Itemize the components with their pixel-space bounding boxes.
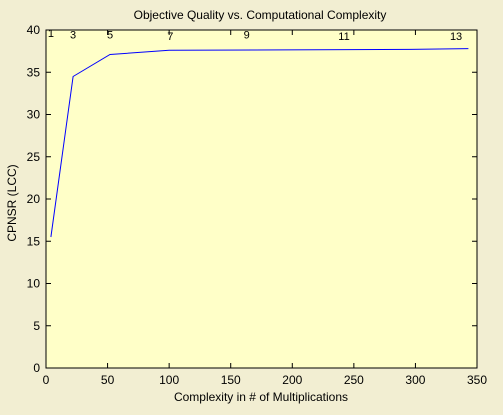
annotation-label: 9: [244, 29, 250, 41]
annotation-label: 7: [167, 31, 173, 43]
y-tick-label: 0: [33, 361, 40, 375]
plot-area: [46, 30, 477, 368]
y-axis-label: CPNSR (LCC): [5, 164, 19, 241]
x-tick-label: 250: [344, 373, 364, 387]
annotation-label: 1: [48, 28, 54, 40]
annotations: 1 3 5 7 9 11 13: [48, 28, 462, 43]
annotation-label: 3: [70, 29, 76, 41]
x-tick-label: 100: [159, 373, 179, 387]
y-tick-label: 40: [27, 23, 41, 37]
y-tick-label: 10: [27, 277, 41, 291]
x-tick-label: 50: [101, 373, 115, 387]
y-tick-label: 25: [27, 150, 41, 164]
x-tick-label: 200: [282, 373, 302, 387]
y-tick-label: 20: [27, 192, 41, 206]
series-lines: [50, 48, 469, 238]
annotation-label: 5: [107, 29, 113, 41]
y-tick-label: 35: [27, 65, 41, 79]
annotation-label: 11: [338, 31, 349, 43]
series-line: [50, 48, 469, 238]
y-tick-label: 30: [27, 108, 41, 122]
y-tick-label: 5: [33, 319, 40, 333]
y-tick-label: 15: [27, 234, 41, 248]
x-tick-label: 150: [221, 373, 241, 387]
x-tick-label: 300: [405, 373, 425, 387]
x-tick-label: 350: [467, 373, 487, 387]
x-axis-label: Complexity in # of Multiplications: [174, 390, 348, 404]
x-tick-label: 0: [43, 373, 50, 387]
plot-frame: [45, 29, 478, 369]
annotation-label: 13: [450, 31, 462, 43]
chart-title: Objective Quality vs. Computational Comp…: [134, 8, 387, 22]
